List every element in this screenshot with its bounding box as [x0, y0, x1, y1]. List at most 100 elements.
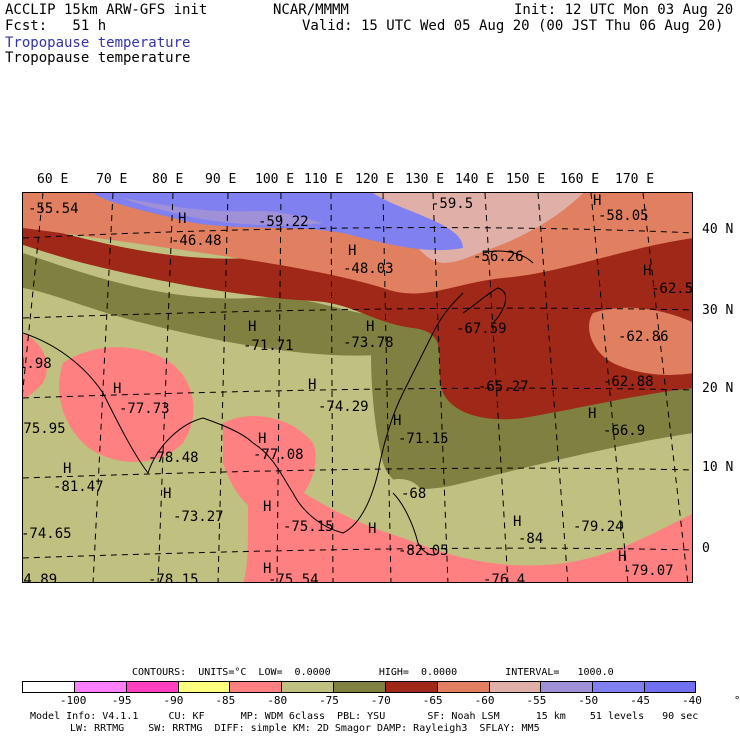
lat-label: 10 N — [702, 460, 734, 475]
legend-tick-label: -100 — [59, 694, 87, 707]
legend-frame — [22, 681, 696, 693]
high-marker: H — [366, 319, 374, 335]
high-marker: H — [393, 413, 401, 429]
legend-swatch — [592, 681, 645, 693]
value-label: -65.27 — [478, 379, 529, 395]
value-label: -71.15 — [398, 431, 449, 447]
value-label: -68 — [401, 486, 426, 502]
legend-swatch — [488, 681, 541, 693]
high-marker: H — [618, 549, 626, 565]
lat-label: 20 N — [702, 381, 734, 396]
value-label: -48.03 — [343, 261, 394, 277]
legend-tick-label: -45 — [630, 694, 651, 707]
lat-label: 30 N — [702, 303, 734, 318]
lon-label: 80 E — [152, 172, 184, 187]
legend-tick-label: -55 — [526, 694, 547, 707]
value-label: -55.54 — [28, 201, 79, 217]
coastlines — [23, 250, 534, 556]
high-marker: H — [258, 431, 266, 447]
high-marker: H — [263, 499, 271, 515]
value-label: -71.71 — [243, 338, 294, 354]
high-marker: H — [263, 561, 271, 577]
value-label: -59.5 — [431, 196, 473, 212]
orange-blob — [589, 307, 692, 375]
legend-tick-label: -90 — [163, 694, 184, 707]
value-label: -73.78 — [343, 335, 394, 351]
graticule — [23, 193, 692, 582]
legend-tick-label: -40 — [682, 694, 702, 707]
high-marker: H — [348, 243, 356, 259]
value-label: -75.95 — [23, 421, 66, 437]
tropopause-temperature-map: -55.54 -46.48 -59.22 -59.5 -58.05 -48.03 -56.2… — [22, 192, 693, 583]
legend-tick-label: -70 — [370, 694, 391, 707]
lon-label: 150 E — [506, 172, 546, 187]
pink-region — [23, 333, 47, 398]
yellow-green-spot — [383, 478, 423, 512]
value-label: -79.07 — [623, 563, 674, 579]
value-label: -56.26 — [473, 249, 524, 265]
high-marker: H — [248, 319, 256, 335]
high-marker: H — [643, 263, 651, 279]
map-value-labels: -55.54 -46.48 -59.22 -59.5 -58.05 -48.03 -56.2… — [23, 193, 693, 583]
value-label: -75.15 — [283, 519, 334, 535]
olive-band — [23, 253, 403, 356]
value-label: -62.59 — [651, 281, 693, 297]
model-title: ACCLIP 15km ARW-GFS init — [5, 2, 208, 18]
value-label: -62.88 — [603, 374, 654, 390]
value-label: -81.47 — [53, 479, 104, 495]
center-name: NCAR/MMMM — [273, 2, 349, 18]
value-label: -78.48 — [148, 450, 199, 466]
value-label: -4.89 — [23, 572, 57, 583]
legend-swatch — [281, 681, 334, 693]
forecast-hour: Fcst: 51 h — [5, 18, 107, 34]
lon-label: 170 E — [615, 172, 655, 187]
legend-swatch — [384, 681, 437, 693]
lon-label: 110 E — [304, 172, 344, 187]
legend-swatch — [73, 681, 126, 693]
legend-swatch — [436, 681, 489, 693]
lon-label: 60 E — [37, 172, 69, 187]
legend-swatch — [644, 681, 696, 693]
lon-label: 90 E — [205, 172, 237, 187]
legend-swatch — [333, 681, 385, 693]
map-canvas: -55.54 -46.48 -59.22 -59.5 -58.05 -48.03 -56.2… — [23, 193, 693, 583]
value-label: -62.86 — [618, 329, 669, 345]
high-marker: H — [368, 521, 376, 537]
value-label: -73.27 — [173, 509, 224, 525]
legend-tick-label: -85 — [215, 694, 236, 707]
lon-label: 120 E — [355, 172, 395, 187]
value-label: -46.48 — [171, 233, 222, 249]
high-marker: H — [113, 381, 121, 397]
lat-label: 40 N — [702, 222, 734, 237]
value-label: -79.24 — [573, 519, 624, 535]
legend-tick-label: -50 — [578, 694, 599, 707]
legend-swatch — [177, 681, 230, 693]
lavender-patch — [123, 198, 323, 226]
high-marker: H — [593, 193, 601, 209]
value-label: -66.9 — [603, 423, 645, 439]
value-label: -75.54 — [268, 572, 319, 583]
value-label: -77.08 — [253, 447, 304, 463]
legend-tick-label: -75 — [319, 694, 339, 707]
model-info-line2: LW: RRTMG SW: RRTMG DIFF: simple KM: 2D … — [70, 723, 540, 734]
legend-swatch — [229, 681, 282, 693]
value-label: -74.65 — [23, 526, 72, 542]
legend-tick-label: °C — [733, 694, 740, 707]
high-marker: H — [63, 461, 71, 477]
lon-label: 130 E — [405, 172, 445, 187]
high-marker: H — [588, 406, 596, 422]
value-label: -84 — [518, 531, 543, 547]
valid-time: Valid: 15 UTC Wed 05 Aug 20 (00 JST Thu … — [302, 18, 724, 34]
high-marker: H — [513, 514, 521, 530]
lat-label: 0 — [702, 541, 710, 556]
legend-swatch — [540, 681, 593, 693]
legend-tick-label: -65 — [422, 694, 443, 707]
legend-tick-label: -95 — [111, 694, 132, 707]
field-title-blue: Tropopause temperature — [5, 35, 191, 51]
value-label: -76.4 — [483, 572, 525, 583]
value-label: -58.05 — [598, 208, 649, 224]
value-label: -74.29 — [318, 399, 369, 415]
value-label: -67.59 — [456, 321, 507, 337]
init-time: Init: 12 UTC Mon 03 Aug 20 — [514, 2, 734, 18]
pink-region — [59, 347, 194, 462]
